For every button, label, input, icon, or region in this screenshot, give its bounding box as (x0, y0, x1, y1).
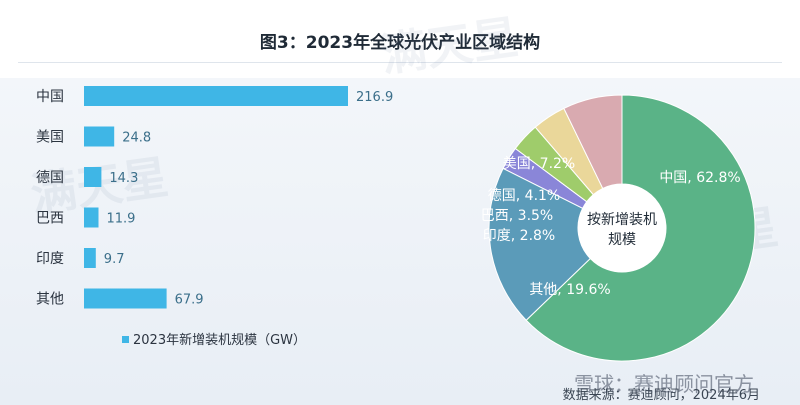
bar-category-label: 印度 (36, 251, 64, 267)
donut-center-label-line2: 规模 (608, 232, 636, 248)
bar-category-label: 巴西 (36, 211, 64, 227)
pie-slice-label: 德国, 4.1% (488, 188, 560, 204)
bar-4 (84, 248, 96, 268)
bar-category-label: 德国 (36, 170, 64, 186)
bar-category-label: 美国 (36, 130, 64, 146)
donut-center-label-line1: 按新增装机 (587, 212, 657, 228)
bar-1 (84, 126, 115, 147)
pie-slice-label: 印度, 2.8% (483, 228, 555, 244)
bar-category-label: 中国 (36, 89, 64, 105)
bar-0 (84, 86, 348, 106)
pie-slice-label: 中国, 62.8% (659, 170, 740, 186)
bar-2 (84, 167, 102, 187)
donut-hole (578, 184, 666, 272)
bar-category-label: 其他 (36, 292, 64, 308)
pie-slice-label: 美国, 7.2% (503, 156, 575, 172)
bar-value-label: 216.9 (356, 90, 393, 105)
bar-5 (84, 288, 167, 309)
page-title: 图3：2023年全球光伏产业区域结构 (259, 33, 541, 53)
legend-swatch (122, 336, 129, 343)
bar-value-label: 9.7 (104, 252, 125, 267)
legend-label: 2023年新增装机规模（GW） (133, 332, 306, 348)
bar-3 (84, 207, 99, 228)
bar-value-label: 11.9 (107, 212, 136, 227)
pie-slice-label: 其他, 19.6% (529, 282, 610, 298)
bar-value-label: 14.3 (109, 171, 138, 186)
title-bar: 图3：2023年全球光伏产业区域结构 (0, 0, 800, 78)
bar-value-label: 24.8 (122, 131, 151, 146)
bar-value-label: 67.9 (175, 293, 204, 308)
source-note: 数据来源：赛迪顾问，2024年6月 (562, 388, 760, 403)
title-divider (18, 62, 782, 63)
watermark-footer: 雪球：赛迪顾问官方 (574, 372, 754, 396)
pie-slice-label: 巴西, 3.5% (481, 208, 553, 224)
